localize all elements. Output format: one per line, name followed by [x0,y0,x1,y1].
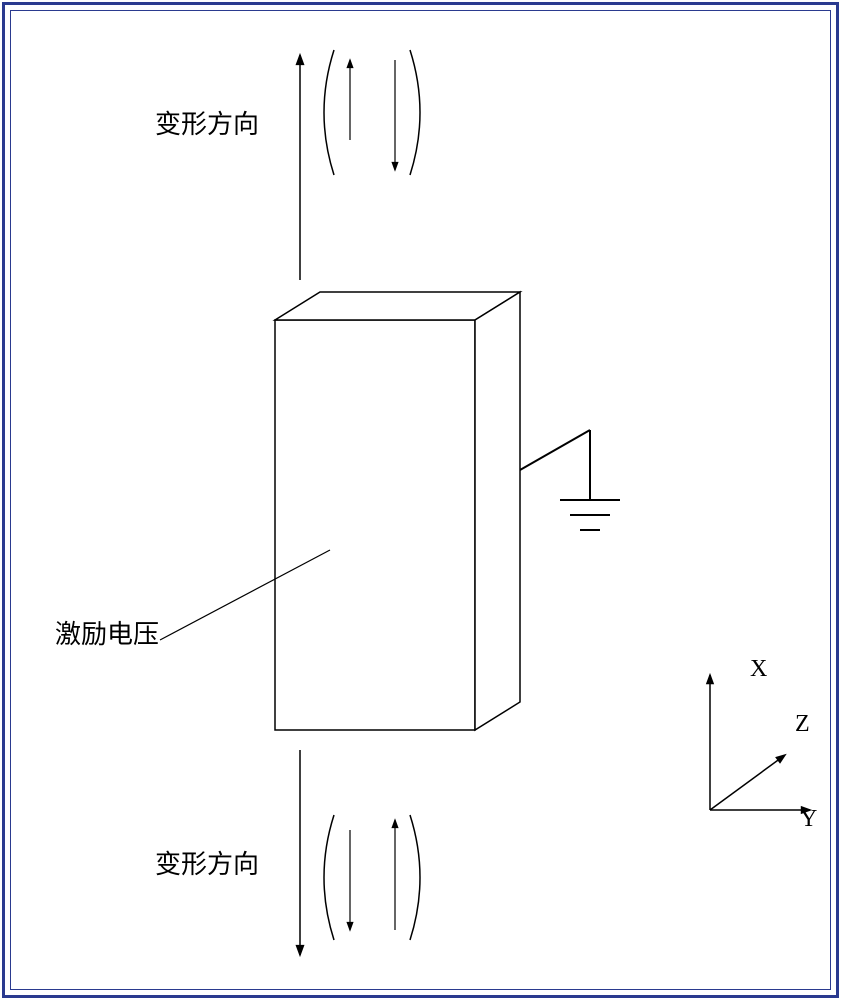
diagram-svg [0,0,841,1000]
